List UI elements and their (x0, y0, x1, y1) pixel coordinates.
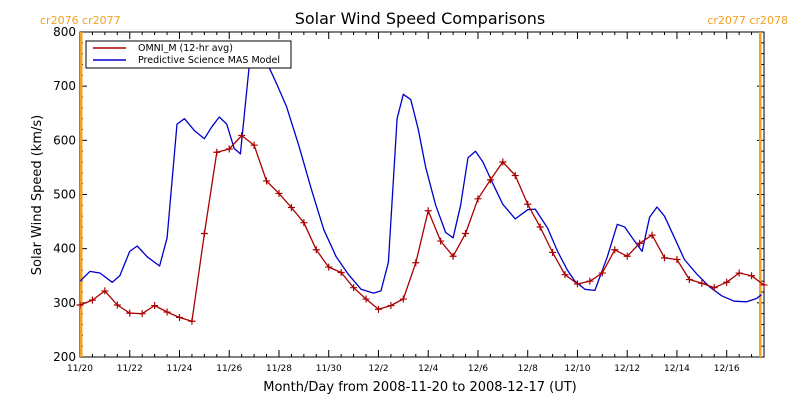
x-tick-label: 11/24 (167, 364, 193, 374)
data-point-marker (698, 279, 706, 287)
series-line-0 (79, 134, 765, 322)
data-point-marker (623, 252, 631, 260)
legend-label-mas: Predictive Science MAS Model (138, 55, 280, 66)
y-tick-label: 300 (53, 296, 76, 310)
series-line-1 (79, 59, 762, 303)
data-point-marker (549, 248, 557, 256)
data-point-marker (138, 310, 146, 318)
data-point-marker (200, 230, 208, 237)
y-tick-label: 400 (53, 242, 76, 256)
data-point-marker (350, 284, 358, 292)
x-tick-label: 12/16 (714, 364, 740, 374)
y-tick-label: 600 (53, 133, 76, 147)
x-tick-label: 12/4 (418, 364, 438, 374)
data-point-marker (362, 295, 370, 303)
legend: OMNI_M (12-hr avg) Predictive Science MA… (85, 40, 292, 69)
plot-axes: 200 300 400 500 600 700 800 11/20 11/22 11/24 11/2… (53, 25, 765, 374)
y-tick-label: 700 (53, 79, 76, 93)
data-point-marker (760, 281, 768, 289)
data-point-marker (710, 284, 718, 292)
data-point-marker (126, 309, 134, 317)
data-point-marker (325, 263, 333, 271)
data-point-marker (287, 204, 295, 211)
data-point-marker (188, 317, 196, 325)
data-point-marker (611, 246, 619, 254)
data-point-marker (636, 239, 644, 247)
x-tick-label: 11/30 (316, 364, 342, 374)
data-point-marker (748, 272, 756, 280)
x-axis-label: Month/Day from 2008-11-20 to 2008-12-17 … (263, 380, 576, 395)
carrington-label-right: cr2077 cr2078 (707, 14, 788, 27)
data-point-marker (524, 200, 532, 208)
x-tick-label: 12/12 (614, 364, 640, 374)
data-point-marker (685, 276, 693, 284)
data-point-marker (163, 308, 171, 316)
legend-box (85, 40, 292, 69)
data-point-marker (449, 252, 457, 260)
series-lines (76, 59, 768, 325)
x-tick-label: 12/8 (518, 364, 538, 374)
plot-frame (79, 31, 765, 358)
x-tick-label: 11/28 (266, 364, 292, 374)
data-point-marker (673, 256, 681, 263)
data-point-marker (499, 158, 507, 166)
data-point-marker (275, 189, 283, 197)
x-tick-label: 12/2 (368, 364, 388, 374)
data-point-marker (474, 195, 482, 203)
carrington-label-left: cr2076 cr2077 (40, 14, 121, 27)
data-point-marker (661, 254, 669, 262)
data-point-marker (648, 231, 656, 239)
legend-label-omni: OMNI_M (12-hr avg) (138, 43, 233, 54)
data-point-marker (598, 269, 606, 277)
data-point-marker (573, 280, 581, 288)
data-point-marker (536, 223, 544, 231)
data-point-marker (424, 207, 432, 215)
x-tick-label: 12/6 (468, 364, 488, 374)
data-point-marker (250, 141, 258, 149)
data-point-marker (586, 277, 594, 285)
data-point-marker (735, 269, 743, 277)
carrington-markers (79, 32, 762, 357)
data-point-marker (238, 131, 246, 139)
x-tick-label: 12/10 (564, 364, 590, 374)
data-point-marker (337, 269, 345, 276)
data-point-marker (374, 305, 382, 313)
data-point-marker (511, 172, 519, 180)
data-point-marker (561, 271, 569, 279)
x-tick-label: 12/14 (664, 364, 690, 374)
data-point-marker (175, 313, 183, 321)
data-point-marker (113, 301, 121, 309)
data-point-marker (399, 295, 407, 303)
x-tick-label: 11/22 (117, 364, 143, 374)
data-point-marker (462, 230, 470, 237)
data-point-marker (312, 246, 320, 254)
data-point-marker (300, 219, 308, 227)
data-point-marker (225, 145, 233, 153)
chart-title: Solar Wind Speed Comparisons (295, 9, 546, 28)
y-tick-label: 200 (53, 350, 76, 364)
data-point-marker (213, 148, 221, 156)
data-point-marker (723, 278, 731, 286)
data-point-marker (387, 302, 395, 310)
data-point-marker (76, 301, 84, 309)
data-point-marker (486, 176, 494, 184)
data-point-marker (437, 237, 445, 245)
data-point-marker (412, 259, 420, 267)
y-tick-label: 500 (53, 188, 76, 202)
y-tick-label: 800 (53, 25, 76, 39)
data-point-marker (151, 302, 159, 310)
x-tick-label: 11/26 (216, 364, 242, 374)
x-tick-label: 11/20 (67, 364, 93, 374)
data-point-marker (101, 287, 109, 295)
y-axis-label: Solar Wind Speed (km/s) (30, 115, 45, 275)
data-point-marker (88, 296, 96, 304)
data-point-marker (263, 177, 271, 185)
